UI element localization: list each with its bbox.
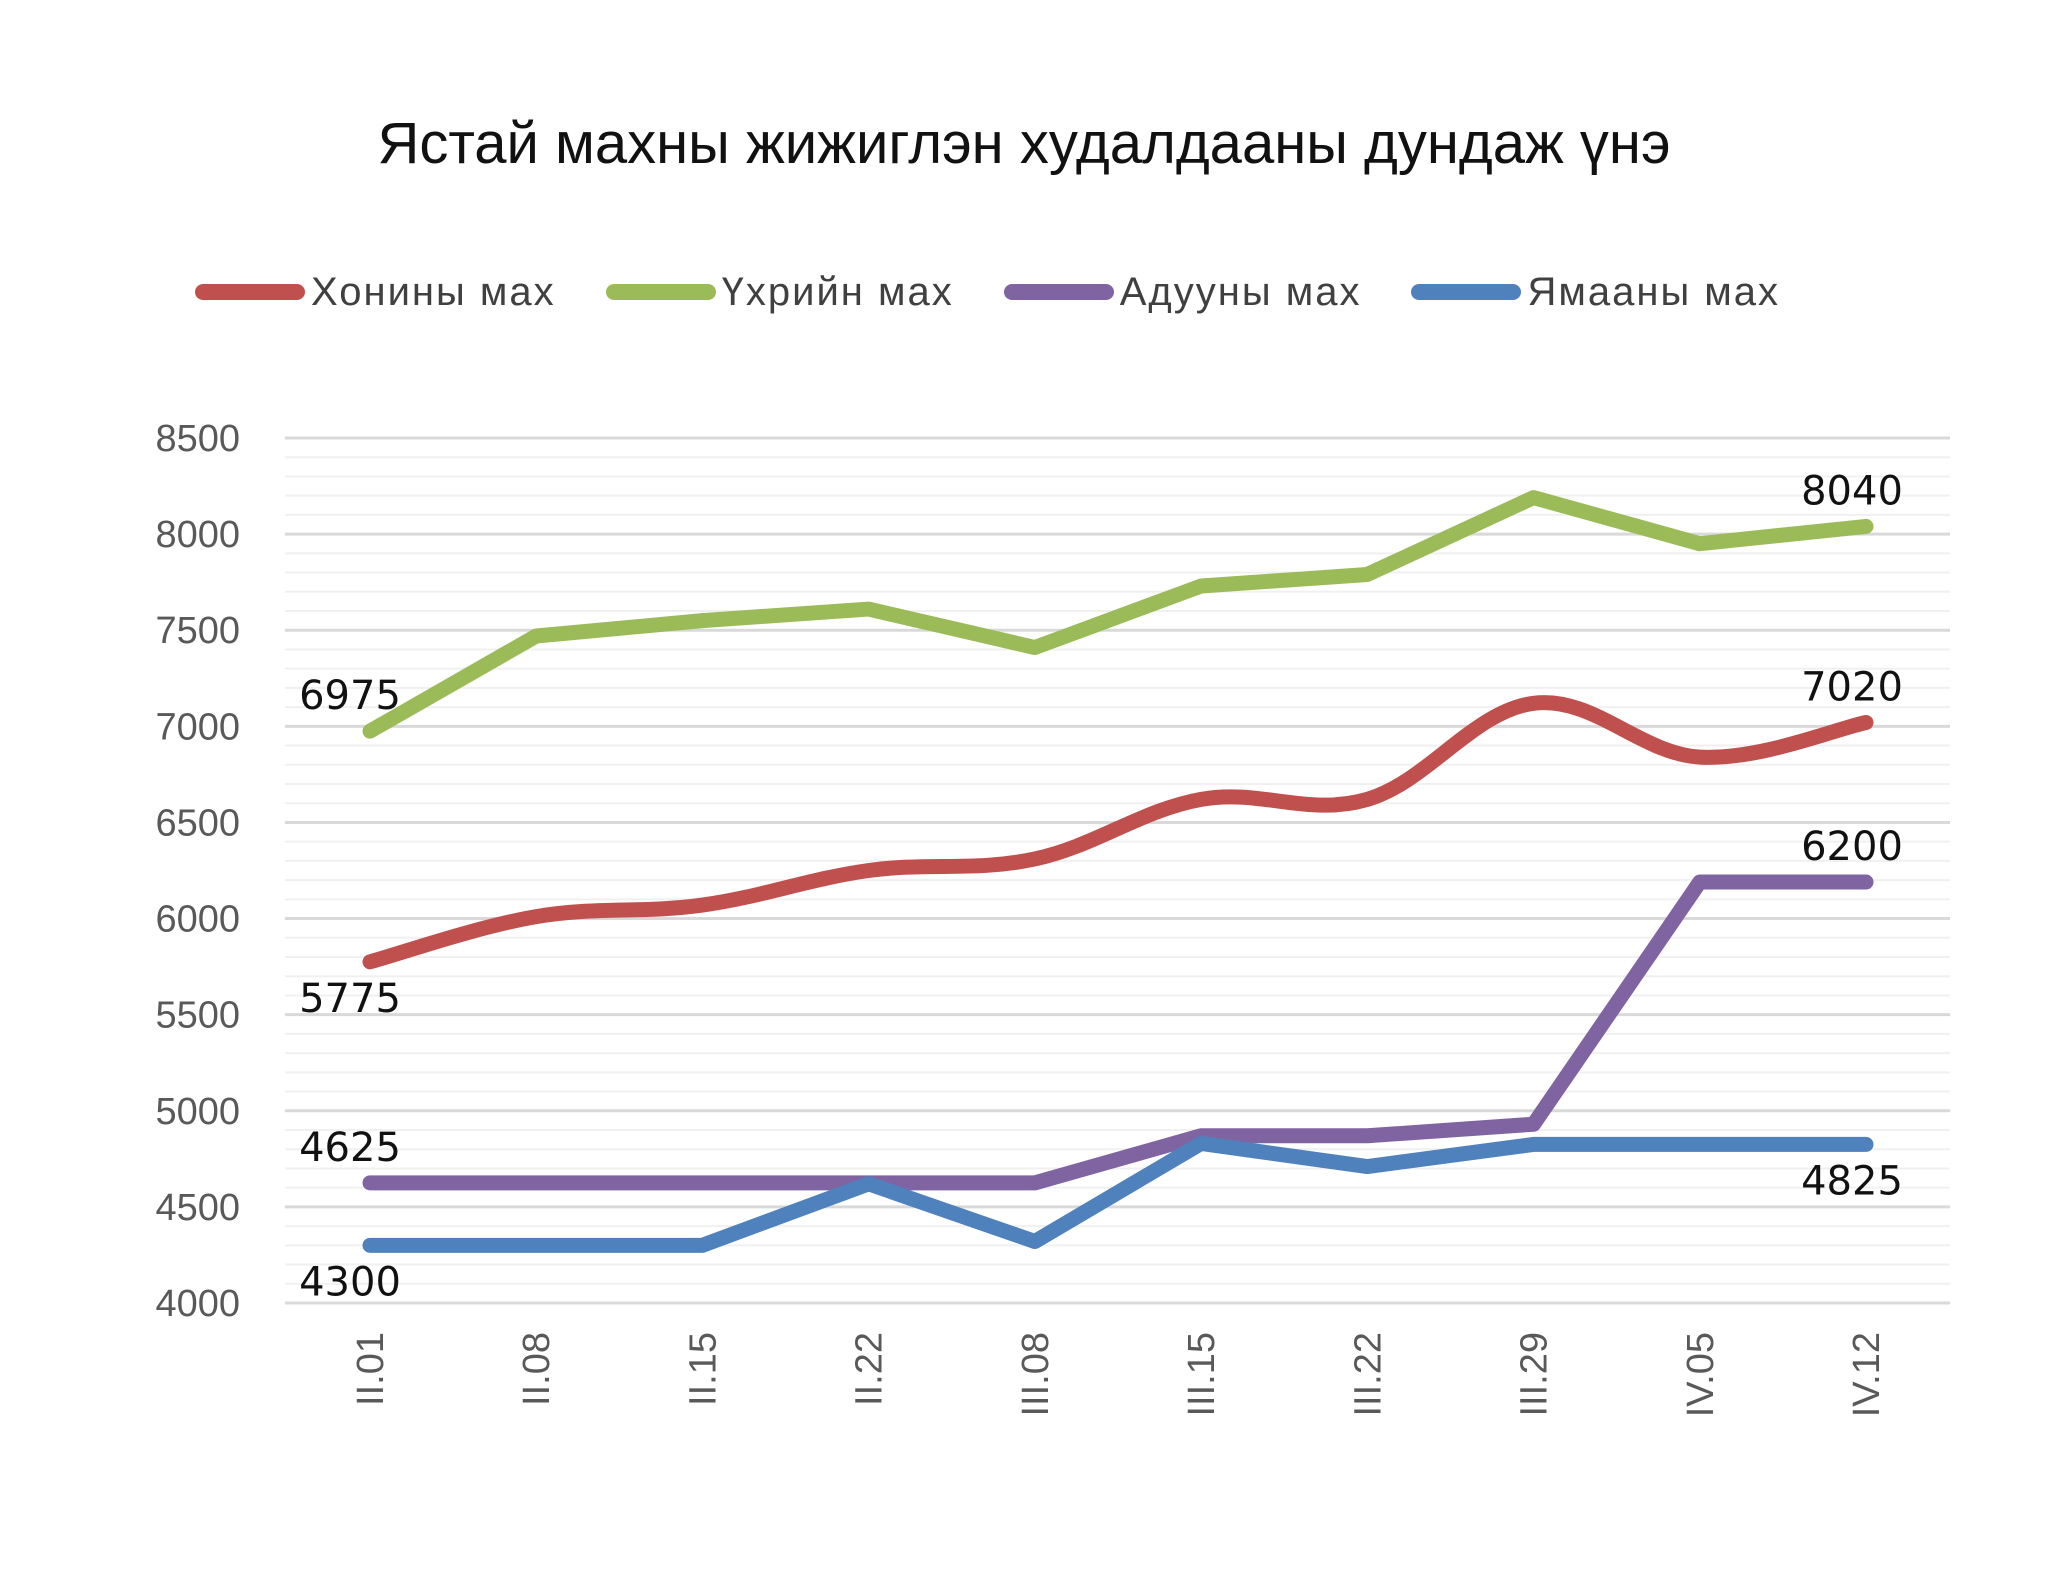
y-tick-label: 7500 (155, 610, 240, 652)
legend-item-horse: Адууны мах (1003, 269, 1362, 315)
y-tick-label: 8000 (155, 514, 240, 556)
y-tick-label: 7000 (155, 706, 240, 748)
legend: Хонины мах Үхрийн мах Адууны мах Ямааны … (195, 262, 1830, 322)
legend-label-sheep: Хонины мах (311, 269, 556, 314)
legend-item-goat: Ямааны мах (1411, 270, 1780, 315)
legend-item-beef: Үхрийн мах (605, 269, 954, 315)
data-label: 6200 (1801, 824, 1903, 870)
legend-swatch-horse (1003, 284, 1114, 300)
series-line-goat (362, 1135, 1874, 1253)
y-tick-label: 4500 (155, 1187, 240, 1229)
x-tick-label: II.01 (350, 1332, 392, 1406)
series-line-beef (362, 490, 1874, 739)
x-tick-label: IV.05 (1680, 1332, 1722, 1417)
data-label: 4625 (299, 1125, 401, 1171)
legend-label-horse: Адууны мах (1119, 269, 1362, 314)
legend-swatch-goat (1411, 284, 1522, 300)
legend-swatch-beef (605, 284, 716, 300)
x-tick-label: III.08 (1015, 1332, 1057, 1417)
y-tick-label: 6000 (155, 899, 240, 941)
y-tick-label: 5500 (155, 995, 240, 1037)
data-label: 4825 (1801, 1158, 1903, 1204)
x-tick-label: III.22 (1347, 1332, 1389, 1417)
data-label: 7020 (1801, 664, 1903, 710)
x-tick-label: III.15 (1181, 1332, 1223, 1417)
legend-label-goat: Ямааны мах (1527, 269, 1781, 314)
x-tick-label: II.22 (849, 1332, 891, 1406)
data-label: 6975 (299, 673, 401, 719)
y-tick-label: 5000 (155, 1091, 240, 1133)
x-tick-label: II.15 (682, 1332, 724, 1406)
chart-title: Ястай махны жижиглэн худалдааны дундаж ү… (377, 111, 1671, 176)
x-tick-label: IV.12 (1846, 1332, 1888, 1417)
data-label: 8040 (1801, 468, 1903, 514)
series-line-horse (362, 874, 1874, 1191)
data-label: 4300 (299, 1259, 401, 1305)
x-tick-label: II.08 (516, 1332, 558, 1406)
legend-swatch-sheep (195, 284, 305, 300)
data-label: 5775 (299, 976, 401, 1022)
series-line-sheep (362, 695, 1874, 970)
y-tick-label: 4000 (155, 1283, 240, 1325)
y-tick-label: 6500 (155, 802, 240, 844)
y-tick-label: 8500 (155, 418, 240, 460)
legend-item-sheep: Хонины мах (195, 270, 556, 315)
x-tick-label: III.29 (1514, 1332, 1556, 1417)
legend-label-beef: Үхрийн мах (721, 269, 954, 314)
